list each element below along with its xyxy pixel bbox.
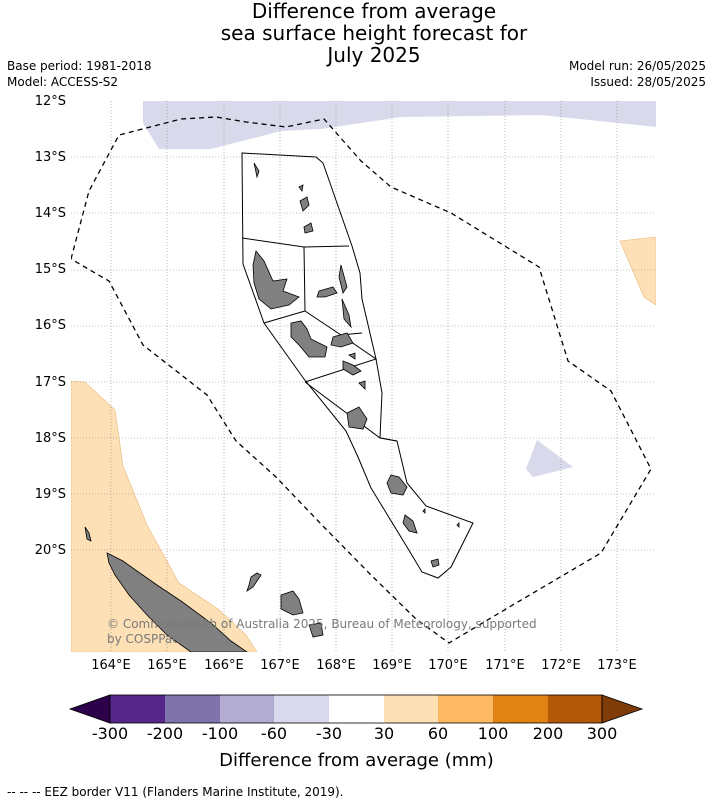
lat-label-18s: 18°S bbox=[34, 431, 66, 446]
colorbar-bin-4 bbox=[274, 695, 329, 723]
cbar-tick-7: 60 bbox=[427, 724, 449, 743]
lon-label-171e: 171°E bbox=[485, 658, 525, 673]
lon-label-166e: 166°E bbox=[204, 658, 244, 673]
island-espiritu-santo bbox=[252, 250, 300, 310]
issued-text: Issued: 28/05/2025 bbox=[590, 75, 706, 89]
model-run-text: Model run: 26/05/2025 bbox=[568, 59, 706, 73]
cbar-tick-1: -300 bbox=[91, 724, 129, 743]
map-panel bbox=[70, 101, 657, 653]
base-period-text: Base period: 1981-2018 bbox=[7, 59, 152, 73]
colorbar-bin-7 bbox=[438, 695, 493, 723]
island-epi bbox=[342, 360, 362, 376]
cbar-tick-9: 200 bbox=[532, 724, 564, 743]
meta-right: Model run: 26/05/2025 Issued: 28/05/2025 bbox=[569, 58, 706, 90]
lon-label-172e: 172°E bbox=[541, 658, 581, 673]
lat-label-17s: 17°S bbox=[34, 375, 66, 390]
lon-label-164e: 164°E bbox=[91, 658, 131, 673]
vanuatu-islands bbox=[252, 162, 460, 568]
island-ambae bbox=[316, 286, 338, 298]
footer-legend: -- -- -- EEZ border V11 (Flanders Marine… bbox=[7, 785, 344, 799]
island-lifou bbox=[280, 590, 304, 616]
island-erromango bbox=[386, 474, 408, 496]
map-svg bbox=[70, 101, 657, 653]
title-line-3: July 2025 bbox=[327, 43, 421, 67]
lon-label-170e: 170°E bbox=[428, 658, 468, 673]
island-malekula bbox=[290, 320, 328, 358]
colorbar-bin-3 bbox=[220, 695, 274, 723]
lat-label-19s: 19°S bbox=[34, 487, 66, 502]
new-caledonia bbox=[84, 526, 324, 653]
colorbar-bin-5 bbox=[329, 695, 384, 723]
colorbar-title: Difference from average (mm) bbox=[219, 750, 494, 771]
map-title: Difference from average sea surface heig… bbox=[0, 0, 713, 66]
island-belep bbox=[84, 526, 92, 542]
cbar-tick-8: 100 bbox=[477, 724, 509, 743]
lon-label-165e: 165°E bbox=[147, 658, 187, 673]
lon-label-168e: 168°E bbox=[316, 658, 356, 673]
colorbar-extend-low bbox=[68, 694, 111, 724]
cbar-tick-4: -60 bbox=[260, 724, 288, 743]
meta-left: Base period: 1981-2018 Model: ACCESS-S2 bbox=[7, 58, 152, 90]
island-tanna bbox=[402, 514, 418, 534]
lat-label-20s: 20°S bbox=[34, 543, 66, 558]
lon-label-169e: 169°E bbox=[372, 658, 412, 673]
colorbar-bin-6 bbox=[384, 695, 438, 723]
title-line-1: Difference from average bbox=[251, 0, 497, 23]
eez-border bbox=[70, 116, 652, 644]
lon-label-167e: 167°E bbox=[260, 658, 300, 673]
copyright-line-1: © Commonwealth of Australia 2025, Bureau… bbox=[107, 617, 537, 631]
cbar-tick-10: 300 bbox=[586, 724, 618, 743]
copyright-text: © Commonwealth of Australia 2025, Bureau… bbox=[107, 617, 537, 647]
cbar-tick-2: -200 bbox=[146, 724, 184, 743]
colorbar bbox=[68, 694, 644, 724]
island-merelava bbox=[303, 222, 314, 234]
lat-label-14s: 14°S bbox=[34, 206, 66, 221]
negative-anomaly-region-north bbox=[143, 101, 656, 149]
province-boundaries bbox=[241, 152, 474, 579]
cbar-tick-3: -100 bbox=[201, 724, 239, 743]
colorbar-bin-2 bbox=[165, 695, 220, 723]
copyright-line-2: by COSPPac bbox=[107, 632, 179, 646]
island-efate bbox=[346, 406, 368, 430]
lat-label-12s: 12°S bbox=[34, 94, 66, 109]
island-aneityum bbox=[430, 558, 440, 568]
island-paama-lopevi bbox=[348, 352, 356, 360]
title-line-2: sea surface height forecast for bbox=[220, 21, 528, 45]
cbar-tick-5: -30 bbox=[315, 724, 343, 743]
island-pentecost bbox=[341, 298, 352, 329]
lat-label-15s: 15°S bbox=[34, 262, 66, 277]
colorbar-bin-1 bbox=[110, 695, 165, 723]
island-torres bbox=[253, 162, 260, 179]
island-ambrym bbox=[330, 332, 354, 348]
island-tongoa bbox=[358, 380, 366, 390]
island-mare bbox=[308, 622, 324, 638]
model-text: Model: ACCESS-S2 bbox=[7, 75, 119, 89]
lat-label-16s: 16°S bbox=[34, 318, 66, 333]
colorbar-bin-9 bbox=[548, 695, 602, 723]
ocean-background bbox=[71, 101, 656, 652]
island-gaua bbox=[299, 196, 310, 212]
island-aniwa bbox=[422, 508, 426, 514]
gridlines bbox=[71, 101, 656, 652]
colorbar-bin-8 bbox=[493, 695, 548, 723]
island-maewo bbox=[338, 264, 348, 294]
lat-label-13s: 13°S bbox=[34, 150, 66, 165]
island-ouvea bbox=[246, 572, 262, 592]
cbar-tick-6: 30 bbox=[373, 724, 395, 743]
lon-label-173e: 173°E bbox=[597, 658, 637, 673]
colorbar-extend-high bbox=[601, 694, 644, 724]
island-futuna bbox=[456, 522, 460, 528]
island-vanua-lava bbox=[298, 184, 304, 192]
